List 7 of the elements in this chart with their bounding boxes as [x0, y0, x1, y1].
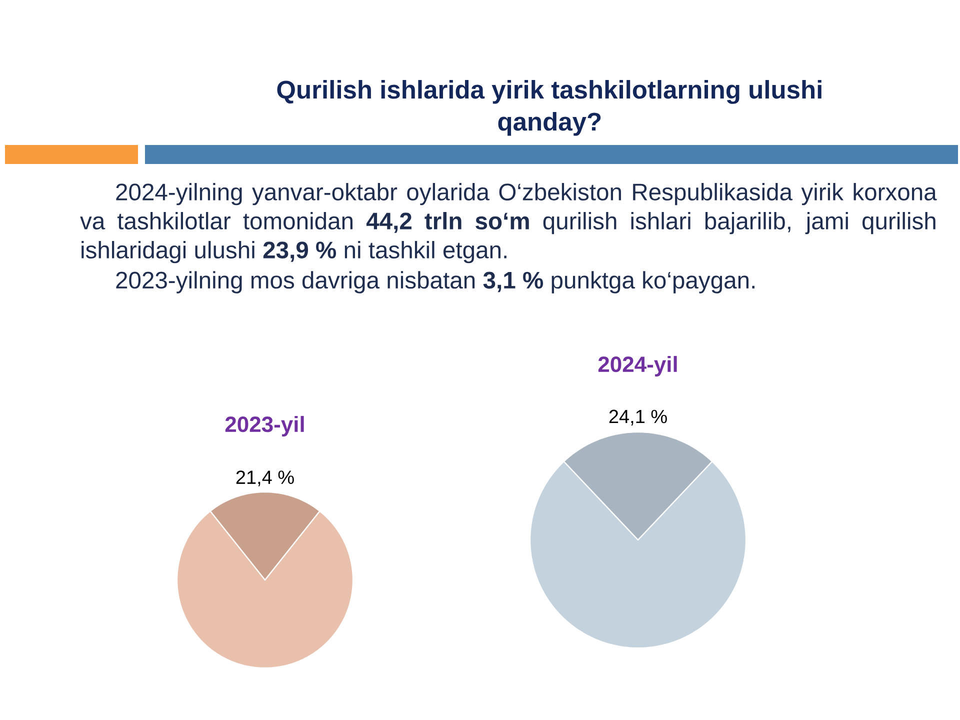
data-label: 24,1 %: [609, 410, 667, 426]
text: 2023-yilning mos davriga nisbatan 3,1 % punktga ko‘paygan.: [116, 271, 754, 294]
text: 2024-yilning yanvar-oktabr oylarida O‘zbekiston Respublikasida yirik korxona va tashkilotlar tomonidan 44,2 trln so‘m qurilish ishlari bajarilib, jami qurilish ishlaridagi ulushi 23,9 % ni tashkil etgan.: [80, 182, 937, 264]
data-label: 21,4 %: [236, 470, 294, 486]
chart-title: 2023-yil: [225, 416, 304, 436]
chart-title: 2024-yil: [598, 356, 677, 376]
text: Qurilish ishlarida yirik tashkilotlarning ulushi qanday?: [277, 80, 822, 136]
